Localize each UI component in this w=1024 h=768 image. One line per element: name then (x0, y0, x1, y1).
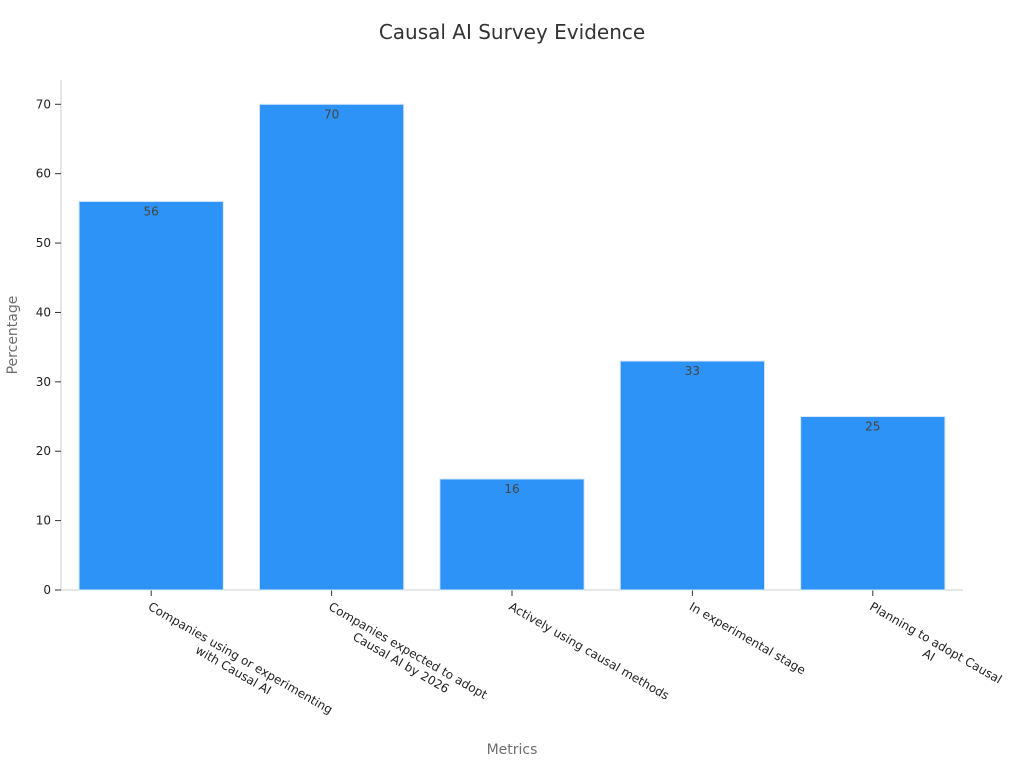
y-tick-label: 70 (36, 97, 51, 111)
x-tick-label-line: Companies expected to adopt (326, 599, 490, 702)
x-tick-label: In experimental stage (687, 599, 808, 677)
bar-value-label: 25 (865, 420, 880, 434)
x-axis-label: Metrics (486, 742, 538, 758)
bar[interactable] (78, 200, 224, 591)
bar-value-label: 33 (685, 364, 700, 378)
bar-value-label: 16 (504, 482, 519, 496)
bar[interactable] (258, 103, 405, 591)
chart-title: Causal AI Survey Evidence (378, 20, 646, 44)
x-tick-label-line: In experimental stage (687, 599, 808, 677)
bar[interactable] (800, 416, 946, 591)
bar[interactable] (439, 478, 585, 591)
bar-value-label: 56 (144, 204, 159, 218)
x-tick-label: Actively using causal methods (507, 599, 672, 702)
y-tick-label: 40 (36, 305, 51, 319)
y-tick-label: 50 (36, 236, 51, 250)
y-tick-label: 20 (36, 444, 51, 458)
x-tick-label-line: Companies using or experimenting (146, 599, 335, 716)
y-tick-label: 0 (43, 583, 51, 597)
y-tick-label: 30 (36, 375, 51, 389)
bar-value-label: 70 (324, 107, 339, 121)
x-tick-label-line: Actively using causal methods (507, 599, 672, 702)
y-tick-label: 60 (36, 167, 51, 181)
x-tick-label-line: Planning to adopt Causal (867, 599, 1004, 686)
bar[interactable] (619, 360, 766, 591)
y-tick-label: 10 (36, 514, 51, 528)
